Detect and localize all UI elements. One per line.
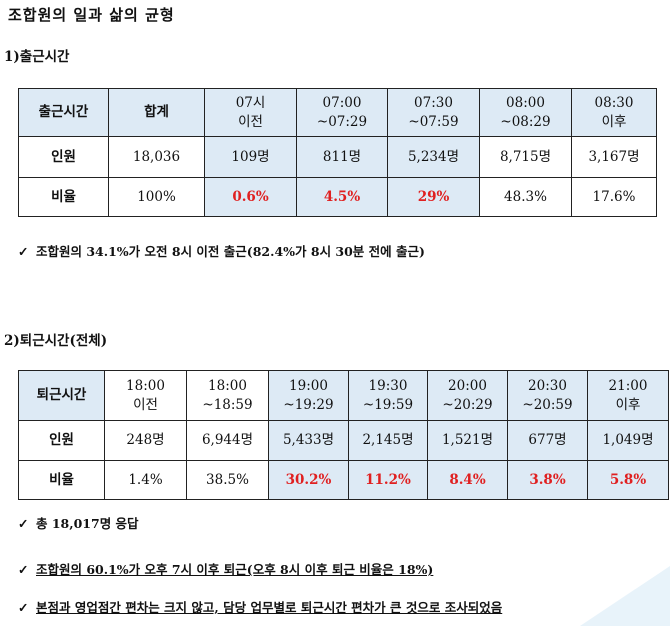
table-cell: 2,145명: [348, 420, 428, 461]
header-cell: 08:30 이후: [571, 88, 657, 137]
header-cell: 08:00 ~08:29: [479, 88, 572, 137]
section1-heading: 1)출근시간: [4, 49, 70, 65]
header-cell: 07:30 ~07:59: [387, 88, 480, 137]
table-cell: 8,715명: [479, 136, 572, 178]
note-section1: ✓ 조합원의 34.1%가 오전 8시 이전 출근(82.4%가 8시 30분 전…: [18, 242, 425, 262]
table-cell: 18,036: [108, 136, 205, 178]
table-cell: 3.8%: [507, 460, 588, 500]
header-cell: 19:00 ~19:29: [268, 370, 349, 421]
header-cell: 20:30 ~20:59: [507, 370, 588, 421]
table-cell: 811명: [296, 136, 388, 178]
note-section2-1: ✓ 총 18,017명 응답: [18, 514, 139, 534]
table-cell: 1.4%: [104, 460, 187, 500]
table-cell: 30.2%: [268, 460, 349, 500]
table-cell: 1,049명: [587, 420, 669, 461]
table-cell: 109명: [204, 136, 297, 178]
note-section2-2: ✓ 조합원의 60.1%가 오후 7시 이후 퇴근(오후 8시 이후 퇴근 비율은…: [18, 560, 433, 580]
row-label: 비율: [18, 177, 109, 217]
table-cell: 100%: [108, 177, 205, 217]
note-text: 조합원의 60.1%가 오후 7시 이후 퇴근(오후 8시 이후 퇴근 비율은 …: [36, 562, 434, 577]
header-cell: 18:00 ~18:59: [186, 370, 269, 421]
decorative-corner: [580, 566, 670, 626]
header-cell: 07시 이전: [204, 88, 297, 137]
header-cell: 합계: [108, 88, 205, 137]
table-cell: 11.2%: [348, 460, 428, 500]
row-label: 인원: [18, 420, 105, 461]
note-section2-3: ✓ 본점과 영업점간 편차는 크지 않고, 담당 업무별로 퇴근시간 편차가 큰 …: [18, 598, 502, 618]
table-cell: 48.3%: [479, 177, 572, 217]
check-icon: ✓: [18, 562, 29, 577]
table-row: 비율 100% 0.6% 4.5% 29% 48.3% 17.6%: [18, 177, 657, 217]
table-cell: 1,521명: [427, 420, 508, 461]
table-cell: 5,433명: [268, 420, 349, 461]
table-cell: 17.6%: [571, 177, 657, 217]
check-icon: ✓: [18, 244, 29, 259]
note-text: 본점과 영업점간 편차는 크지 않고, 담당 업무별로 퇴근시간 편차가 큰 것…: [36, 600, 503, 615]
note-text: 조합원의 34.1%가 오전 8시 이전 출근(82.4%가 8시 30분 전에…: [36, 244, 425, 259]
header-cell: 19:30 ~19:59: [348, 370, 428, 421]
note-text: 총 18,017명 응답: [36, 516, 139, 531]
page-title: 조합원의 일과 삶의 균형: [8, 6, 175, 24]
table-row: 인원 248명 6,944명 5,433명 2,145명 1,521명 677명…: [18, 420, 669, 461]
header-cell: 퇴근시간: [18, 370, 105, 421]
table-cell: 5,234명: [387, 136, 480, 178]
table-cell: 29%: [387, 177, 480, 217]
table-cell: 5.8%: [587, 460, 669, 500]
commute-start-table: 출근시간 합계 07시 이전 07:00 ~07:29 07:30 ~07:59…: [18, 88, 657, 217]
row-label: 비율: [18, 460, 105, 500]
table-cell: 4.5%: [296, 177, 388, 217]
header-cell: 출근시간: [18, 88, 109, 137]
header-cell: 18:00 이전: [104, 370, 187, 421]
table-cell: 248명: [104, 420, 187, 461]
header-cell: 20:00 ~20:29: [427, 370, 508, 421]
table-cell: 6,944명: [186, 420, 269, 461]
check-icon: ✓: [18, 516, 29, 531]
table-row: 비율 1.4% 38.5% 30.2% 11.2% 8.4% 3.8% 5.8%: [18, 460, 669, 500]
table-cell: 3,167명: [571, 136, 657, 178]
table-cell: 0.6%: [204, 177, 297, 217]
check-icon: ✓: [18, 600, 29, 615]
table-header-row: 퇴근시간 18:00 이전 18:00 ~18:59 19:00 ~19:29 …: [18, 370, 669, 421]
table-cell: 38.5%: [186, 460, 269, 500]
header-cell: 07:00 ~07:29: [296, 88, 388, 137]
header-cell: 21:00 이후: [587, 370, 669, 421]
table-cell: 8.4%: [427, 460, 508, 500]
row-label: 인원: [18, 136, 109, 178]
table-header-row: 출근시간 합계 07시 이전 07:00 ~07:29 07:30 ~07:59…: [18, 88, 657, 137]
table-cell: 677명: [507, 420, 588, 461]
section2-heading: 2)퇴근시간(전체): [4, 333, 108, 349]
table-row: 인원 18,036 109명 811명 5,234명 8,715명 3,167명: [18, 136, 657, 178]
commute-end-table: 퇴근시간 18:00 이전 18:00 ~18:59 19:00 ~19:29 …: [18, 370, 669, 500]
